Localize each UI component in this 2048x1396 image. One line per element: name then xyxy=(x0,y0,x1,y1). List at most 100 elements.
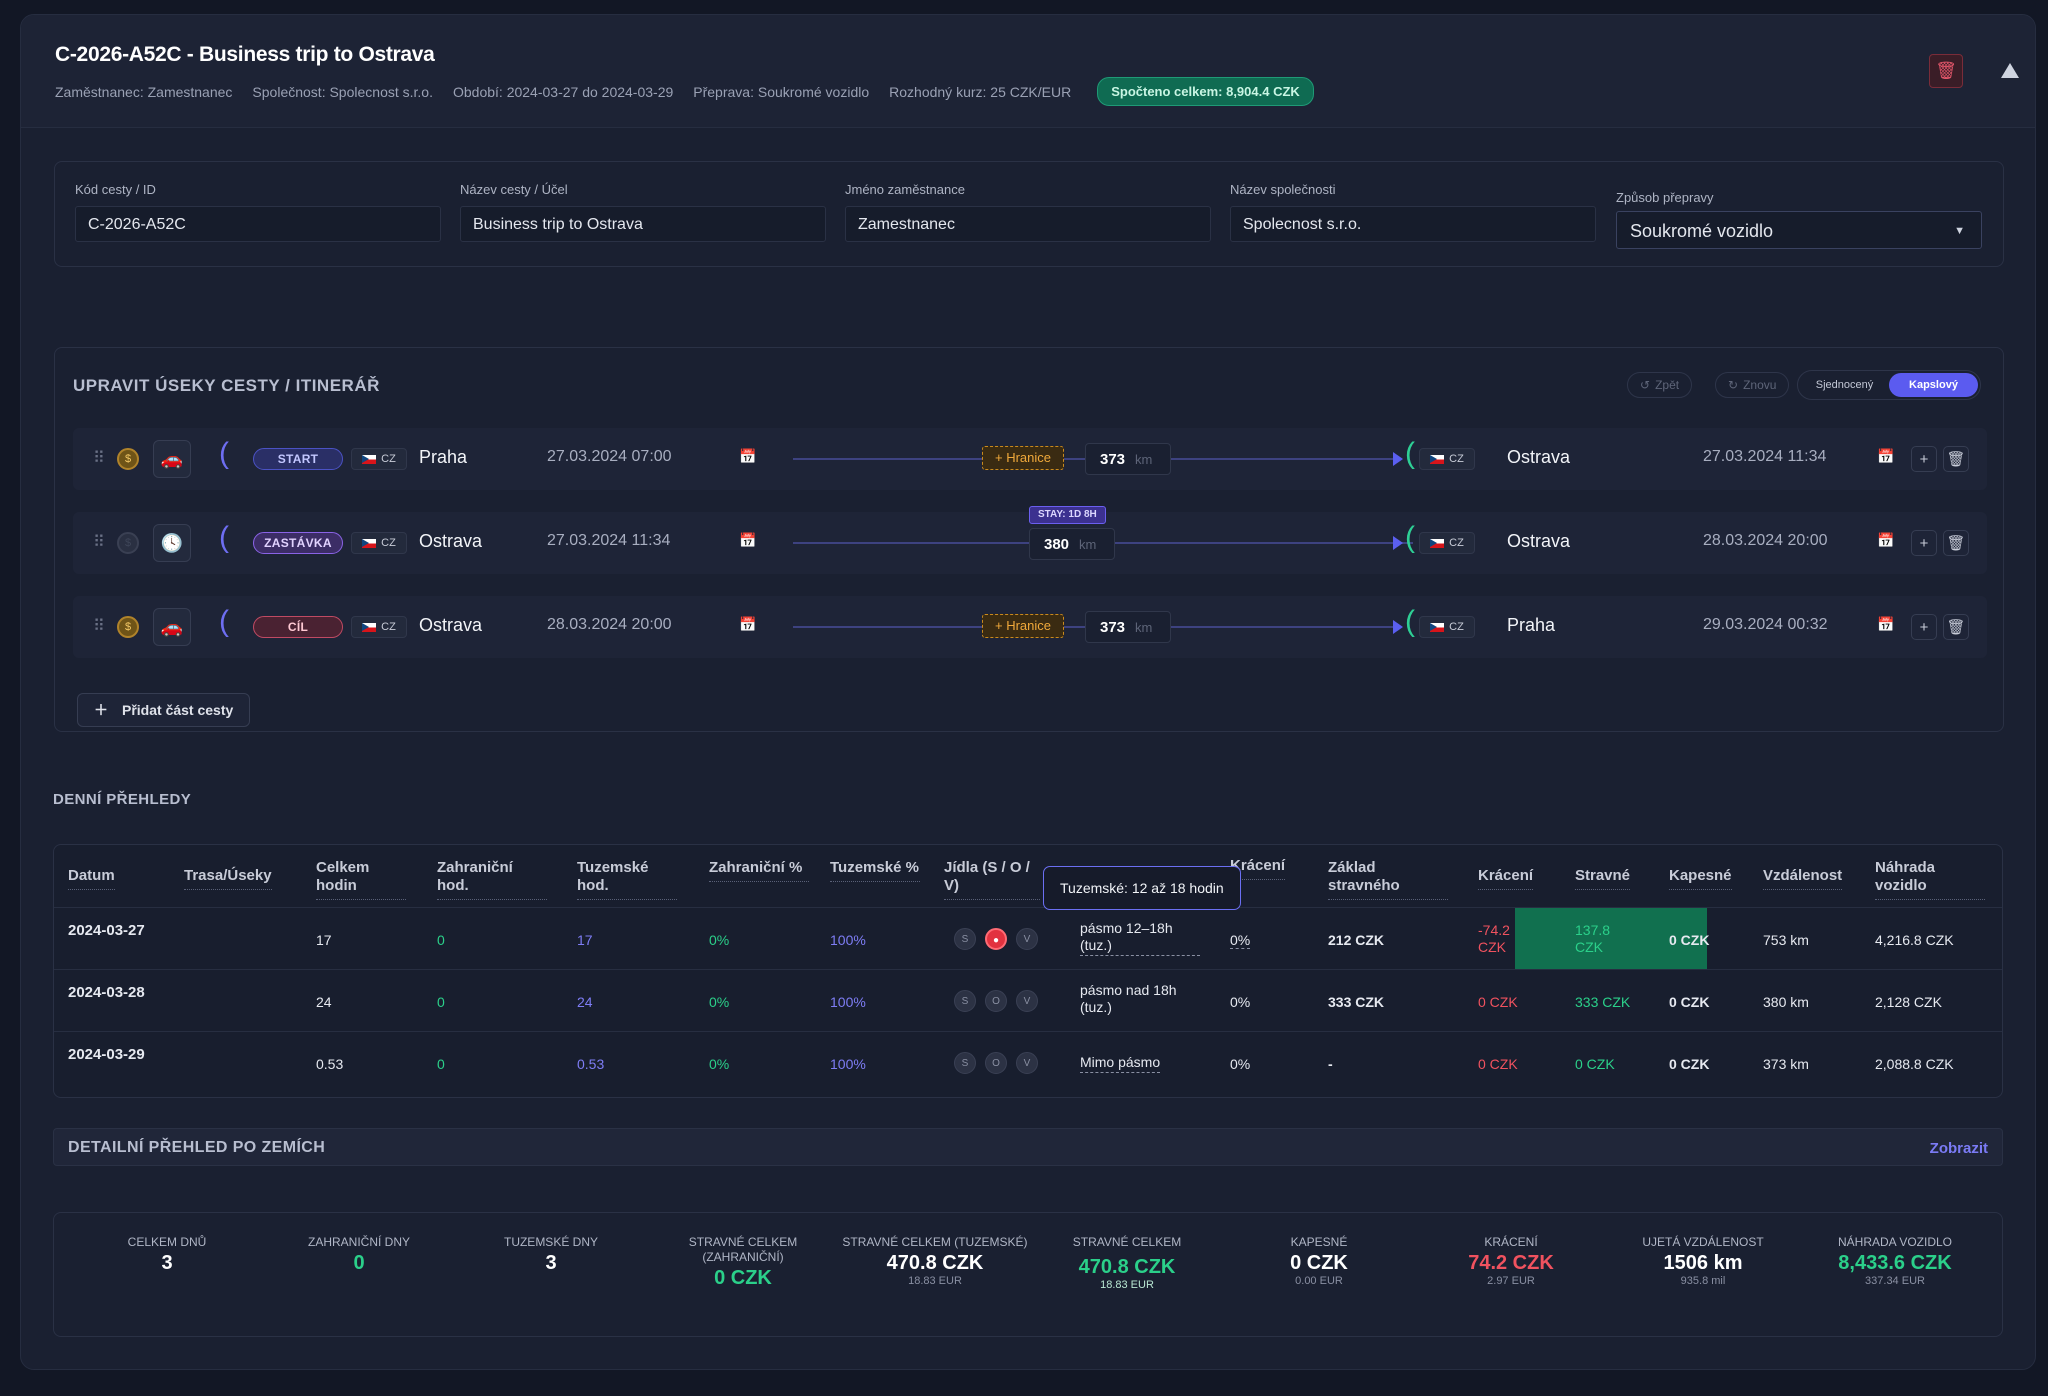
calendar-icon[interactable]: 📅 xyxy=(1877,448,1895,464)
car-icon[interactable]: 🚗 xyxy=(153,608,191,646)
calendar-icon[interactable]: 📅 xyxy=(739,616,757,632)
delete-segment-button[interactable]: 🗑 xyxy=(1943,530,1969,556)
meal-breakfast-toggle[interactable]: S xyxy=(954,990,976,1012)
trip-detail-panel: C-2026-A52C - Business trip to Ostrava Z… xyxy=(20,14,2036,1370)
border-coin-icon[interactable]: $ xyxy=(117,532,139,554)
add-segment-after-button[interactable]: + xyxy=(1911,614,1937,640)
from-city[interactable]: Ostrava xyxy=(419,531,483,551)
col-header[interactable]: Tuzemské % xyxy=(830,859,920,882)
to-city[interactable]: Praha xyxy=(1507,615,1556,635)
to-city[interactable]: Ostrava xyxy=(1507,447,1571,467)
cz-flag-icon xyxy=(1430,622,1445,632)
delete-trip-button[interactable]: 🗑 xyxy=(1929,54,1963,88)
summary-value: 8,433.6 CZK xyxy=(1838,1252,1952,1274)
calendar-icon[interactable]: 📅 xyxy=(739,532,757,548)
meal-breakfast-toggle[interactable]: S xyxy=(954,928,976,950)
meal-dinner-toggle[interactable]: V xyxy=(1016,928,1038,950)
col-header[interactable]: Trasa/Úseky xyxy=(184,867,272,890)
name-input[interactable]: Business trip to Ostrava xyxy=(460,206,826,242)
row-cut-pct[interactable]: 0% xyxy=(1230,994,1251,1010)
view-capsule-option[interactable]: Kapslový xyxy=(1889,373,1978,397)
company-input[interactable]: Spolecnost s.r.o. xyxy=(1230,206,1596,242)
table-row[interactable]: 2024-03-29 0.53 0 0.53 0% 100% S O V Mim… xyxy=(54,1031,2002,1093)
undo-label: Zpět xyxy=(1655,378,1680,392)
transport-select[interactable]: Soukromé vozidlo ▼ xyxy=(1616,211,1982,249)
code-input[interactable]: C-2026-A52C xyxy=(75,206,441,242)
add-segment-after-button[interactable]: + xyxy=(1911,530,1937,556)
to-country-chip[interactable]: CZ xyxy=(1419,532,1475,554)
add-segment-after-button[interactable]: + xyxy=(1911,446,1937,472)
add-border-button[interactable]: + Hranice xyxy=(982,446,1064,470)
calendar-icon[interactable]: 📅 xyxy=(1877,616,1895,632)
meal-dinner-toggle[interactable]: V xyxy=(1016,990,1038,1012)
to-datetime[interactable]: 27.03.2024 11:34 xyxy=(1703,448,1827,465)
meal-lunch-toggle[interactable]: O xyxy=(985,990,1007,1012)
show-countries-link[interactable]: Zobrazit xyxy=(1929,1140,1988,1157)
meal-dinner-toggle[interactable]: V xyxy=(1016,1052,1038,1074)
to-datetime[interactable]: 28.03.2024 20:00 xyxy=(1703,532,1828,549)
table-row[interactable]: 2024-03-28 24 0 24 0% 100% S O V pásmo n… xyxy=(54,969,2002,1031)
from-country-chip[interactable]: CZ xyxy=(351,448,407,470)
from-datetime[interactable]: 27.03.2024 11:34 xyxy=(547,532,671,549)
col-header[interactable]: Vzdálenost xyxy=(1763,867,1843,890)
table-row[interactable]: 2024-03-27 17 0 17 0% 100% S ● V pásmo 1… xyxy=(54,907,2002,969)
calendar-icon[interactable]: 📅 xyxy=(739,448,757,464)
row-band[interactable]: pásmo nad 18h (tuz.) xyxy=(1080,982,1177,1015)
from-datetime[interactable]: 28.03.2024 20:00 xyxy=(547,616,672,633)
col-header[interactable]: Krácení xyxy=(1478,867,1534,890)
to-country-chip[interactable]: CZ xyxy=(1419,448,1475,470)
view-unified-option[interactable]: Sjednocený xyxy=(1815,379,1874,391)
from-country-chip[interactable]: CZ xyxy=(351,532,407,554)
from-datetime[interactable]: 27.03.2024 07:00 xyxy=(547,448,672,465)
meal-breakfast-toggle[interactable]: S xyxy=(954,1052,976,1074)
undo-button[interactable]: ↺ Zpět xyxy=(1627,372,1693,398)
distance-input[interactable]: 373 km xyxy=(1085,443,1171,475)
meal-lunch-toggle[interactable]: O xyxy=(985,1052,1007,1074)
border-coin-icon[interactable]: $ xyxy=(117,616,139,638)
to-country-chip[interactable]: CZ xyxy=(1419,616,1475,638)
collapse-triangle-icon[interactable] xyxy=(2001,63,2019,78)
to-datetime[interactable]: 29.03.2024 00:32 xyxy=(1703,616,1828,633)
delete-segment-button[interactable]: 🗑 xyxy=(1943,614,1969,640)
col-header[interactable]: Zahraniční hod. xyxy=(437,859,547,900)
col-header[interactable]: Tuzemské hod. xyxy=(577,859,677,900)
drag-handle-icon[interactable]: ⠿ xyxy=(93,534,105,551)
meal-lunch-toggle[interactable]: ● xyxy=(985,928,1007,950)
from-country-chip[interactable]: CZ xyxy=(351,616,407,638)
col-header[interactable]: Celkem hodin xyxy=(316,859,406,900)
distance-input[interactable]: 373 km xyxy=(1085,611,1171,643)
plus-icon: + xyxy=(1919,534,1929,552)
row-total-hours: 24 xyxy=(316,994,332,1010)
from-city[interactable]: Ostrava xyxy=(419,615,483,635)
row-cut-pct[interactable]: 0% xyxy=(1230,932,1251,949)
border-coin-icon[interactable]: $ xyxy=(117,448,139,470)
from-city[interactable]: Praha xyxy=(419,447,468,467)
meta-period: Období: 2024-03-27 do 2024-03-29 xyxy=(452,83,674,100)
employee-input[interactable]: Zamestnanec xyxy=(845,206,1211,242)
transport-value: Soukromé vozidlo xyxy=(1630,221,1774,241)
col-header[interactable]: Krácení xyxy=(1230,857,1286,880)
distance-input[interactable]: 380 km xyxy=(1029,528,1115,560)
col-header[interactable]: Stravné xyxy=(1575,867,1631,890)
row-cut-pct[interactable]: 0% xyxy=(1230,1056,1251,1072)
add-segment-button[interactable]: ＋ Přidat část cesty xyxy=(77,693,251,727)
col-header[interactable]: Náhrada vozidlo xyxy=(1875,859,1985,900)
add-border-button[interactable]: + Hranice xyxy=(982,614,1064,638)
redo-button[interactable]: ↻ Znovu xyxy=(1715,372,1790,398)
car-icon[interactable]: 🚗 xyxy=(153,440,191,478)
drag-handle-icon[interactable]: ⠿ xyxy=(93,618,105,635)
delete-segment-button[interactable]: 🗑 xyxy=(1943,446,1969,472)
row-band[interactable]: Mimo pásmo xyxy=(1080,1054,1161,1073)
row-band[interactable]: pásmo 12–18h (tuz.) xyxy=(1080,920,1200,956)
calendar-icon[interactable]: 📅 xyxy=(1877,532,1895,548)
to-city[interactable]: Ostrava xyxy=(1507,531,1571,551)
summary-sub: 337.34 EUR xyxy=(1865,1275,1925,1287)
col-header[interactable]: Jídla (S / O / V) xyxy=(944,859,1040,900)
col-header[interactable]: Datum xyxy=(68,867,115,890)
segment-type-badge: START xyxy=(253,448,343,470)
col-header[interactable]: Základ stravného xyxy=(1328,859,1448,900)
col-header[interactable]: Zahraniční % xyxy=(709,859,809,882)
col-header[interactable]: Kapesné xyxy=(1669,867,1732,890)
clock-icon[interactable]: 🕓 xyxy=(153,524,191,562)
drag-handle-icon[interactable]: ⠿ xyxy=(93,450,105,467)
